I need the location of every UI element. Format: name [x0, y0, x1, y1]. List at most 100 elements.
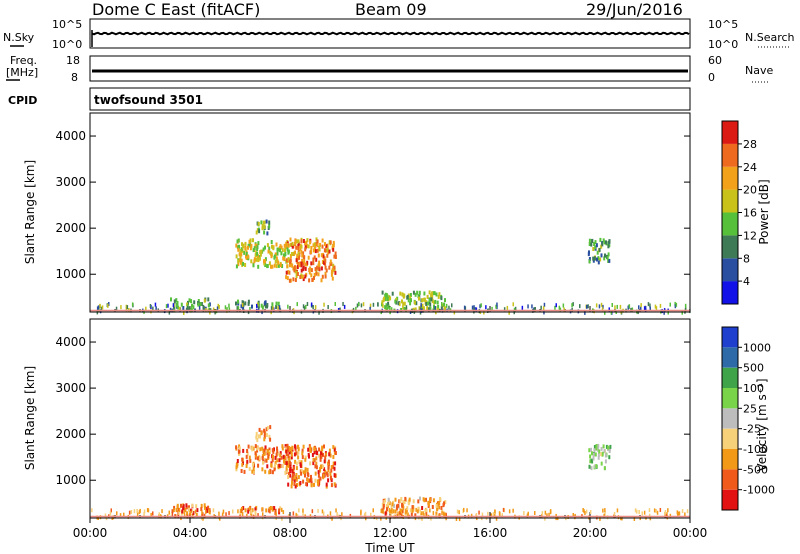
- range-cell: [329, 475, 332, 480]
- ground-cell: [656, 510, 659, 515]
- ground-cell: [145, 306, 147, 311]
- range-cell: [296, 444, 299, 449]
- ground-cell: [669, 302, 671, 307]
- range-cell: [294, 484, 297, 489]
- range-cell: [303, 259, 306, 264]
- range-cell: [318, 453, 321, 458]
- range-cell: [260, 249, 263, 254]
- range-cell: [242, 244, 245, 249]
- range-cell: [265, 427, 268, 432]
- range-cell: [283, 257, 286, 262]
- range-cell: [237, 259, 240, 264]
- range-cell: [285, 461, 288, 466]
- cpid-panel: CPID twofsound 3501: [8, 87, 691, 111]
- range-cell: [237, 262, 240, 267]
- ground-cell: [128, 510, 131, 515]
- range-cell: [305, 240, 308, 245]
- nave-tick-top: 60: [708, 54, 722, 67]
- range-cell: [301, 451, 304, 456]
- ground-cell: [686, 509, 689, 514]
- range-cell: [281, 248, 284, 253]
- ground-cell: [202, 516, 204, 521]
- range-cell: [200, 302, 203, 306]
- range-cell: [275, 242, 278, 247]
- range-cell: [326, 243, 329, 248]
- range-cell: [320, 464, 323, 469]
- range-cell: [421, 506, 424, 510]
- range-cell: [298, 460, 301, 464]
- power-y-ticks: 1000 2000 3000 4000: [55, 129, 690, 312]
- range-cell: [270, 264, 272, 269]
- range-cell: [313, 458, 316, 463]
- range-cell: [592, 456, 595, 461]
- ground-cell: [604, 508, 606, 513]
- ground-cell: [221, 512, 224, 517]
- range-cell: [327, 459, 330, 464]
- ground-cell: [133, 509, 136, 514]
- range-cell: [281, 446, 284, 451]
- range-cell: [294, 476, 297, 481]
- ground-cell: [170, 512, 173, 517]
- range-cell: [301, 455, 304, 460]
- range-cell: [197, 302, 200, 307]
- range-cell: [320, 253, 323, 258]
- ground-cell: [125, 304, 128, 309]
- range-cell: [261, 446, 264, 451]
- ground-cell: [191, 509, 194, 514]
- ground-cell: [586, 304, 588, 309]
- range-cell: [257, 241, 260, 246]
- ground-cell: [606, 515, 609, 520]
- range-cell: [254, 444, 257, 449]
- ground-cell: [372, 302, 375, 307]
- ground-cell: [541, 511, 544, 516]
- ground-cell: [380, 516, 382, 521]
- range-cell: [308, 278, 311, 283]
- range-cell: [236, 239, 239, 244]
- colorbar-frame: [721, 326, 739, 511]
- ground-cell: [168, 510, 170, 515]
- range-cell: [244, 301, 247, 306]
- range-cell: [593, 256, 596, 261]
- range-cell: [325, 482, 328, 487]
- range-cell: [268, 434, 271, 439]
- range-cell: [438, 292, 441, 297]
- range-cell: [275, 305, 278, 309]
- range-cell: [284, 252, 287, 256]
- range-cell: [301, 253, 304, 258]
- range-cell: [590, 447, 592, 452]
- range-cell: [332, 240, 335, 245]
- range-cell: [297, 251, 300, 256]
- range-cell: [294, 269, 297, 274]
- range-cell: [330, 468, 333, 473]
- ground-cell: [261, 515, 264, 520]
- range-cell: [276, 247, 279, 252]
- range-cell: [403, 500, 406, 504]
- ground-cell: [496, 305, 498, 310]
- range-cell: [401, 509, 404, 514]
- ground-cell: [222, 509, 225, 514]
- ground-cell: [430, 516, 432, 521]
- range-cell: [432, 291, 435, 296]
- ground-cell: [202, 304, 204, 309]
- ground-cell: [655, 509, 657, 514]
- range-cell: [294, 250, 296, 255]
- range-cell: [263, 431, 266, 436]
- range-cell: [313, 482, 315, 487]
- range-cell: [279, 263, 282, 268]
- range-cell: [247, 299, 250, 304]
- range-cell: [296, 239, 298, 244]
- range-cell: [304, 457, 307, 462]
- ground-cell: [563, 307, 565, 312]
- ground-cell: [508, 310, 510, 315]
- range-cell: [262, 247, 265, 252]
- range-cell: [295, 473, 298, 477]
- range-cell: [435, 504, 438, 508]
- range-cell: [263, 451, 266, 456]
- range-cell: [591, 451, 593, 456]
- time-tick-label: 00:00: [673, 526, 708, 540]
- range-cell: [430, 293, 433, 298]
- ground-cell: [218, 511, 220, 516]
- ground-cell: [335, 508, 337, 513]
- power-plot-frame: [89, 112, 691, 313]
- range-cell: [270, 240, 273, 244]
